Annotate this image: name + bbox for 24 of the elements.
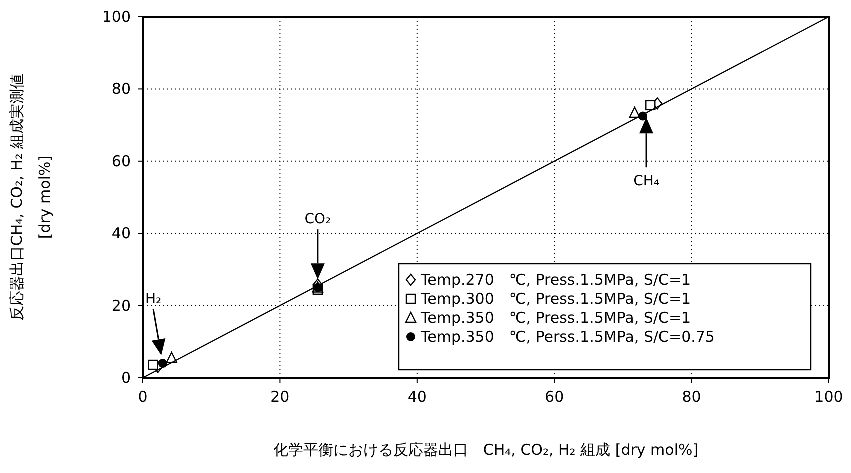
y-tick-label: 100 xyxy=(102,8,131,26)
x-tick-label: 100 xyxy=(814,388,844,406)
point xyxy=(148,360,158,370)
legend-label: Temp.350 ℃, Press.1.5MPa, S/C=1 xyxy=(420,309,692,327)
annotation: CO₂ xyxy=(304,212,332,228)
y-tick-label: 20 xyxy=(112,296,131,315)
legend-label: Temp.300 ℃, Press.1.5MPa, S/C=1 xyxy=(420,290,692,308)
y-tick-label: 60 xyxy=(112,152,131,170)
x-tick-label: 60 xyxy=(545,388,564,406)
annotation: CH₄ xyxy=(634,174,660,190)
point xyxy=(629,106,640,118)
x-axis-title: 化学平衡における反応器出口 CH₄, CO₂, H₂ 組成 [dry mol%] xyxy=(273,441,699,459)
y-tick-label: 0 xyxy=(121,369,131,387)
legend-label: Temp.350 ℃, Perss.1.5MPa, S/C=0.75 xyxy=(420,328,715,346)
y-tick-label: 40 xyxy=(112,224,131,243)
legend-label: Temp.270 ℃, Press.1.5MPa, S/C=1 xyxy=(420,271,692,289)
y-axis-title: 反応器出口CH₄, CO₂, H₂ 組成実測値 [dry mol%] xyxy=(8,74,54,322)
x-tick-label: 80 xyxy=(682,388,702,406)
x-tick-label: 40 xyxy=(408,388,427,406)
x-tick-label: 20 xyxy=(270,388,290,406)
point xyxy=(646,100,656,111)
y-tick-label: 80 xyxy=(112,80,131,98)
x-tick-label: 0 xyxy=(138,388,148,406)
annotation: H₂ xyxy=(145,291,162,308)
